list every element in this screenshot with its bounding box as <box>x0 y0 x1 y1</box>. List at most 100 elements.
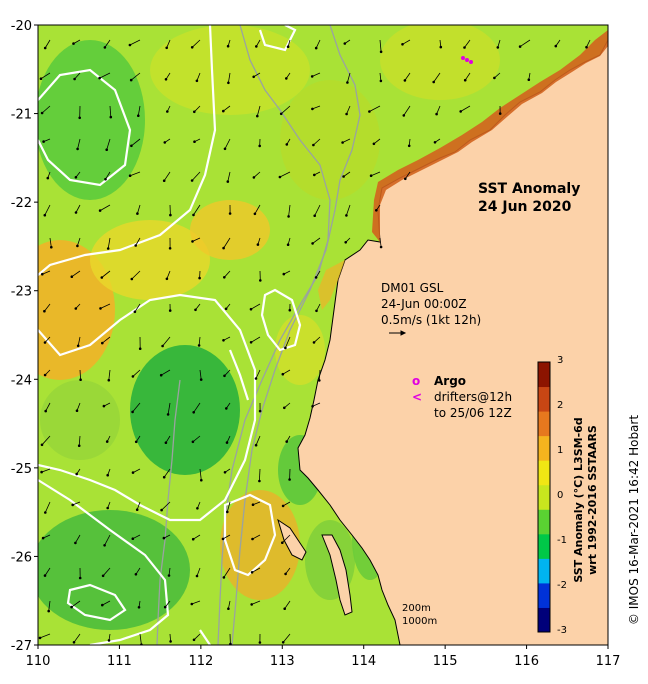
velocity-arrow-head <box>285 143 289 146</box>
velocity-arrow-head <box>160 508 163 512</box>
argo-legend: o Argo < drifters@12h to 25/06 12Z <box>412 373 512 421</box>
velocity-arrow <box>132 369 141 377</box>
velocity-arrow-head <box>527 78 531 81</box>
velocity-arrow <box>44 204 51 216</box>
velocity-arrow <box>379 237 382 248</box>
velocity-arrow <box>369 105 381 112</box>
velocity-arrow-head <box>493 76 496 80</box>
velocity-arrow-head <box>222 246 225 250</box>
velocity-arrow <box>315 39 321 49</box>
velocity-arrow-head <box>403 79 407 82</box>
velocity-arrow <box>71 270 81 278</box>
velocity-arrow <box>137 105 141 116</box>
velocity-arrow <box>71 600 81 608</box>
velocity-arrow-head <box>345 112 348 116</box>
velocity-arrow-head <box>131 537 135 540</box>
velocity-arrow-head <box>372 142 376 146</box>
velocity-arrow-head <box>107 378 111 382</box>
velocity-arrow <box>193 204 201 216</box>
credit-text: © IMOS 16-Mar-2021 16:42 Hobart <box>627 414 641 626</box>
colorbar-segment <box>538 435 550 461</box>
velocity-arrow <box>313 336 321 343</box>
velocity-arrow-head <box>254 377 258 380</box>
velocity-arrow-head <box>191 240 194 243</box>
velocity-arrow-head <box>70 605 73 609</box>
velocity-arrow <box>104 39 111 48</box>
velocity-arrow <box>165 435 171 443</box>
velocity-arrow-head <box>78 116 81 120</box>
velocity-arrow-head <box>74 176 78 179</box>
velocity-arrow <box>312 105 321 110</box>
velocity-arrow-head <box>76 244 79 248</box>
velocity-arrow-head <box>518 45 522 48</box>
velocity-arrow <box>77 138 81 149</box>
velocity-arrow-head <box>312 143 315 147</box>
velocity-arrow <box>130 72 141 81</box>
velocity-arrow <box>75 534 81 544</box>
velocity-arrow <box>166 270 171 279</box>
velocity-arrow-head <box>134 572 138 576</box>
velocity-arrow <box>252 534 261 540</box>
velocity-arrow-head <box>43 46 47 50</box>
velocity-arrow-head <box>342 175 345 178</box>
velocity-arrow <box>104 534 111 546</box>
velocity-arrow <box>198 336 201 346</box>
velocity-arrow-head <box>191 440 195 444</box>
velocity-arrow-head <box>70 275 74 279</box>
velocity-arrow <box>100 303 111 309</box>
velocity-arrow-head <box>38 636 42 640</box>
velocity-arrow-head <box>131 375 135 378</box>
velocity-arrow-head <box>99 307 102 310</box>
velocity-arrow-head <box>72 640 76 644</box>
velocity-arrow-head <box>106 506 109 510</box>
velocity-arrow <box>284 600 291 609</box>
velocity-arrow-head <box>284 346 287 350</box>
velocity-arrow <box>223 105 231 112</box>
velocity-arrow <box>282 534 291 543</box>
colorbar-segment <box>538 411 550 437</box>
velocity-arrow <box>251 567 261 573</box>
velocity-arrow <box>166 39 171 48</box>
velocity-arrow <box>312 72 321 77</box>
x-tick-label: 116 <box>514 654 539 669</box>
velocity-arrow-head <box>254 45 258 48</box>
velocity-arrow-head <box>221 537 225 541</box>
velocity-arrow <box>280 105 291 115</box>
velocity-arrow <box>226 501 231 513</box>
velocity-arrow-head <box>105 440 109 443</box>
velocity-arrow <box>74 72 81 80</box>
velocity-arrow-head <box>258 409 262 413</box>
velocity-arrow-head <box>133 310 137 314</box>
velocity-arrow <box>40 72 51 80</box>
velocity-arrow <box>167 402 171 415</box>
y-tick-label: -25 <box>11 462 32 477</box>
velocity-arrow-head <box>49 245 53 249</box>
velocity-arrow-head <box>312 173 316 177</box>
velocity-arrow <box>224 138 231 149</box>
velocity-arrow-head <box>258 641 262 644</box>
velocity-arrow-head <box>100 276 104 279</box>
colorbar-tick-label: 1 <box>557 445 564 456</box>
x-tick-label: 113 <box>270 654 295 669</box>
velocity-arrow <box>199 468 202 481</box>
velocity-arrow-head <box>402 114 406 117</box>
velocity-arrow <box>282 501 291 507</box>
velocity-arrow-head <box>166 110 169 113</box>
velocity-arrow-head <box>78 576 82 580</box>
velocity-arrow-head <box>191 537 195 541</box>
velocity-arrow-head <box>250 570 254 574</box>
velocity-arrow <box>279 171 291 178</box>
velocity-arrow-head <box>163 605 167 609</box>
velocity-arrow <box>75 204 81 213</box>
velocity-arrow-head <box>193 110 196 114</box>
x-tick-label: 117 <box>596 654 621 669</box>
velocity-arrow <box>255 435 261 446</box>
colorbar-title: SST Anomaly (°C) L3SM-6d wrt 1992-2016 S… <box>572 417 600 582</box>
velocity-arrow <box>433 72 441 83</box>
velocity-arrow <box>251 600 261 605</box>
velocity-arrow-head <box>40 111 44 115</box>
y-tick-label: -22 <box>11 196 32 211</box>
velocity-arrow-head <box>43 373 47 377</box>
velocity-scale-arrow <box>389 330 407 336</box>
colorbar-segment <box>538 607 550 633</box>
